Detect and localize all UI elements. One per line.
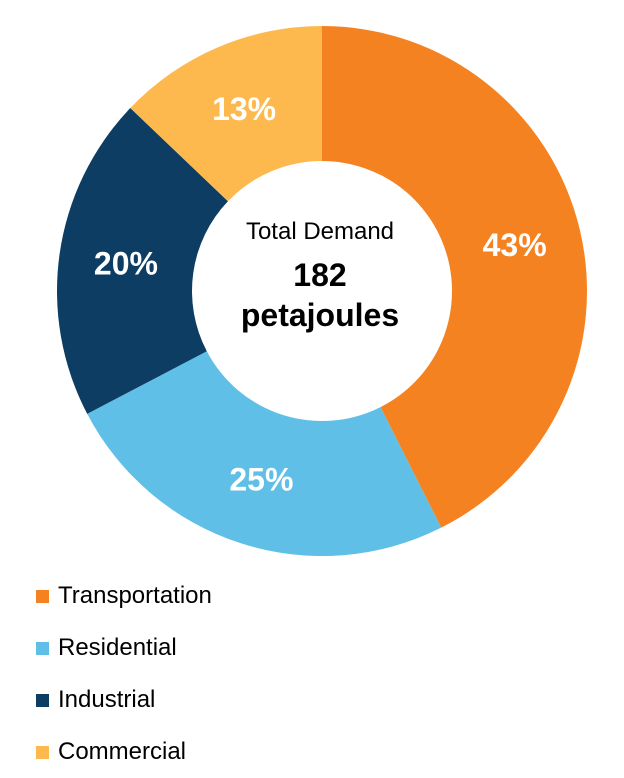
slice-industrial — [56, 108, 228, 414]
center-caption: Total Demand — [245, 218, 395, 245]
slice-label-commercial: 13% — [212, 91, 276, 127]
slice-transportation — [322, 26, 588, 528]
donut-chart: 43% 25% 20% 13% — [56, 25, 588, 556]
center-value: 182 — [293, 257, 347, 293]
legend-item-commercial: Commercial — [36, 726, 212, 778]
legend-label: Residential — [58, 634, 177, 661]
slice-commercial — [130, 25, 322, 202]
slice-label-industrial: 20% — [94, 245, 158, 281]
legend-swatch — [36, 641, 49, 655]
legend-item-transportation: Transportation — [36, 570, 212, 622]
center-unit: petajoules — [240, 297, 400, 333]
legend-swatch — [36, 693, 49, 707]
legend-item-residential: Residential — [36, 622, 212, 674]
legend-label: Industrial — [58, 686, 156, 713]
legend-swatch — [36, 589, 49, 603]
legend: Transportation Residential Industrial Co… — [36, 570, 212, 778]
slice-label-residential: 25% — [229, 461, 293, 497]
legend-label: Transportation — [58, 582, 212, 609]
slice-residential — [87, 351, 442, 556]
center-label: Total Demand 182 petajoules — [170, 215, 470, 335]
legend-label: Commercial — [58, 738, 187, 765]
legend-item-industrial: Industrial — [36, 674, 212, 726]
slice-label-transportation: 43% — [483, 227, 547, 263]
legend-swatch — [36, 745, 49, 759]
